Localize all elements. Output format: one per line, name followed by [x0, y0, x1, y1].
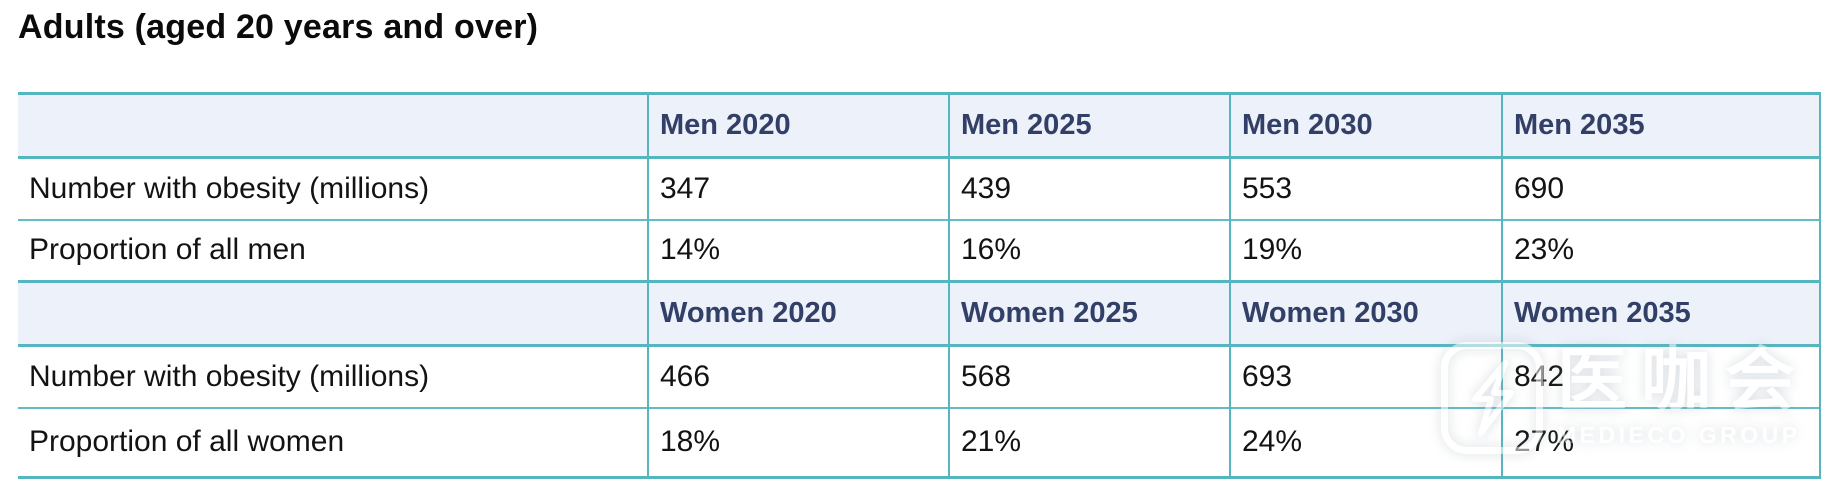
- cell-value: 18%: [647, 406, 949, 479]
- cell-value: 690: [1501, 156, 1821, 220]
- row-label: Number with obesity (millions): [18, 156, 648, 220]
- column-header-women-2030: Women 2030: [1229, 280, 1502, 346]
- column-header-women-2025: Women 2025: [948, 280, 1230, 346]
- table-row-men-number: Number with obesity (millions) 347 439 5…: [18, 156, 1821, 220]
- table-row-women-proportion: Proportion of all women 18% 21% 24% 27%: [18, 406, 1821, 479]
- men-header-row: Men 2020 Men 2025 Men 2030 Men 2035: [18, 92, 1821, 158]
- cell-value: 439: [948, 156, 1230, 220]
- column-header-women-2020: Women 2020: [647, 280, 949, 346]
- cell-value: 568: [948, 344, 1230, 408]
- cell-value: 347: [647, 156, 949, 220]
- row-label: Number with obesity (millions): [18, 344, 648, 408]
- row-label: Proportion of all men: [18, 218, 648, 282]
- column-header-men-2020: Men 2020: [647, 92, 949, 158]
- corner-cell: [18, 280, 648, 346]
- women-header-row: Women 2020 Women 2025 Women 2030 Women 2…: [18, 280, 1821, 346]
- cell-value: 842: [1501, 344, 1821, 408]
- cell-value: 16%: [948, 218, 1230, 282]
- cell-value: 19%: [1229, 218, 1502, 282]
- cell-value: 24%: [1229, 406, 1502, 479]
- cell-value: 21%: [948, 406, 1230, 479]
- row-label: Proportion of all women: [18, 406, 648, 479]
- cell-value: 466: [647, 344, 949, 408]
- corner-cell: [18, 92, 648, 158]
- table-row-women-number: Number with obesity (millions) 466 568 6…: [18, 344, 1821, 408]
- table-row-men-proportion: Proportion of all men 14% 16% 19% 23%: [18, 218, 1821, 282]
- column-header-women-2035: Women 2035: [1501, 280, 1821, 346]
- cell-value: 553: [1229, 156, 1502, 220]
- cell-value: 14%: [647, 218, 949, 282]
- page-title: Adults (aged 20 years and over): [18, 8, 539, 46]
- cell-value: 23%: [1501, 218, 1821, 282]
- cell-value: 27%: [1501, 406, 1821, 479]
- column-header-men-2025: Men 2025: [948, 92, 1230, 158]
- obesity-projection-table: Men 2020 Men 2025 Men 2030 Men 2035 Numb…: [18, 92, 1821, 479]
- cell-value: 693: [1229, 344, 1502, 408]
- column-header-men-2035: Men 2035: [1501, 92, 1821, 158]
- column-header-men-2030: Men 2030: [1229, 92, 1502, 158]
